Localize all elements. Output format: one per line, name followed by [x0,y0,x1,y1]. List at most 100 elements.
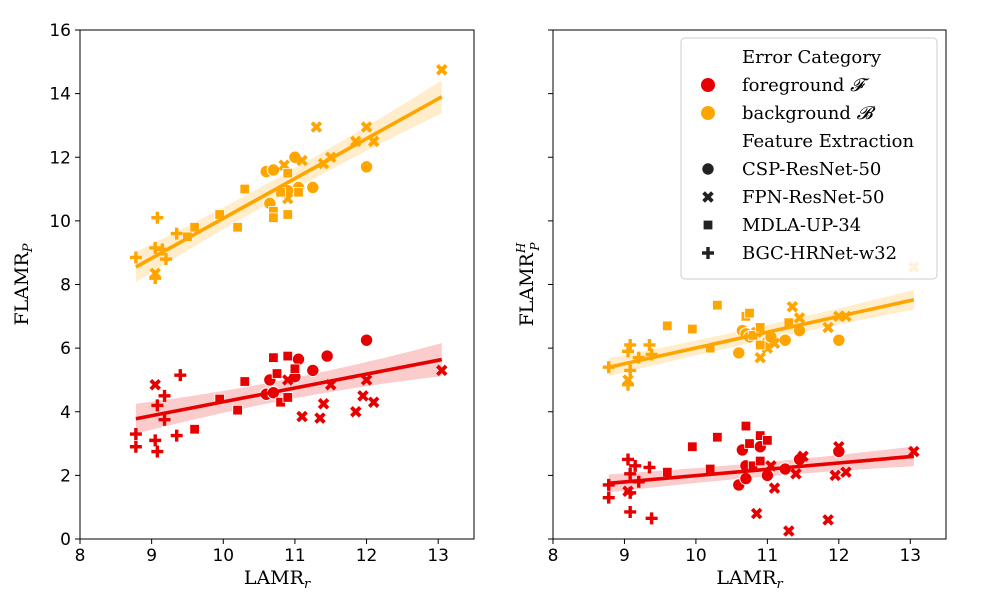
point-background-plus-33 [151,211,164,224]
legend-circle-label: CSP-ResNet-50 [742,159,881,180]
y-axis-label: FLAMRHP [514,242,542,327]
point-foreground-square-27 [282,392,293,403]
point-foreground-plus-36 [629,459,642,472]
y-tick-label-4: 4 [60,403,71,423]
y-tick-label-6: 6 [60,339,71,359]
y-tick-label-2: 2 [60,466,71,486]
point-foreground-square-26 [282,350,293,362]
x-tick-label-11: 11 [757,546,779,566]
legend-square-swatch [702,219,714,231]
point-background-square-26 [755,322,766,333]
point-background-circle-6 [359,160,374,174]
point-foreground-cross-16 [360,374,373,386]
point-background-cross-15 [822,321,834,334]
point-foreground-plus-37 [174,369,187,382]
y-tick-label-12: 12 [49,148,71,168]
point-foreground-cross-11 [314,412,326,424]
point-foreground-plus-33 [151,399,164,412]
regression-line-background [608,298,915,369]
point-foreground-plus-34 [158,389,171,402]
point-background-square-20 [662,320,673,332]
legend-box [680,37,938,280]
point-foreground-square-28 [762,435,773,446]
point-background-square-21 [687,323,698,335]
point-background-cross-11 [310,121,323,133]
x-tick-label-11: 11 [284,546,306,566]
point-foreground-square-22 [712,431,723,443]
legend-foreground-swatch [701,78,715,92]
point-foreground-cross-19 [908,445,920,458]
point-foreground-circle-6 [359,333,374,347]
point-foreground-square-19 [189,424,200,435]
x-tick-label-9: 9 [619,546,630,566]
point-foreground-cross-18 [436,364,448,377]
y-axis-label: FLAMRP [11,243,36,325]
points-background [602,261,920,391]
points-foreground [129,333,448,458]
regression-line-background [135,95,443,269]
point-foreground-plus-38 [643,461,656,474]
point-background-cross-10 [296,154,308,167]
y-tick-label-10: 10 [49,212,71,232]
point-foreground-plus-35 [624,486,637,499]
x-tick-label-10: 10 [212,546,234,566]
point-background-square-25 [268,212,279,223]
point-foreground-plus-40 [624,467,637,480]
x-tick-label-9: 9 [146,546,157,566]
point-foreground-cross-12 [783,525,795,537]
point-foreground-cross-10 [750,507,763,520]
point-foreground-plus-33 [622,453,635,466]
point-foreground-square-23 [740,420,752,432]
point-foreground-cross-14 [350,406,362,418]
point-foreground-cross-12 [317,398,330,410]
y-tick-label-8: 8 [60,276,71,296]
legend-background-label: background 𝓑 [742,103,876,124]
point-foreground-square-21 [232,404,243,416]
point-foreground-plus-31 [149,434,162,447]
point-foreground-plus-30 [129,440,142,453]
point-foreground-cross-14 [797,450,809,463]
point-background-plus-36 [643,338,656,351]
point-background-square-27 [755,339,766,351]
point-foreground-cross-10 [296,410,308,423]
point-background-cross-13 [786,301,799,313]
point-background-plus-36 [170,227,183,240]
point-background-square-22 [232,222,243,233]
point-foreground-plus-32 [151,445,164,458]
legend-background-swatch [701,106,715,120]
point-background-circle-2 [266,163,281,177]
point-background-square-23 [239,183,250,195]
point-foreground-square-21 [687,441,698,452]
point-background-square-24 [744,307,755,319]
legend-cross-swatch [702,191,714,203]
point-background-cross-16 [367,135,380,148]
point-foreground-cross-9 [282,374,294,386]
point-background-circle-0 [732,346,746,360]
point-foreground-plus-31 [602,491,615,504]
point-foreground-circle-4 [306,363,320,378]
point-background-cross-17 [436,64,448,76]
point-foreground-square-30 [662,466,673,478]
x-axis-label: LAMRr [716,567,783,592]
x-tick-label-12: 12 [356,546,378,566]
point-foreground-cross-16 [829,469,841,482]
legend: Error Category foreground 𝓕 background 𝓑 Fe… [680,37,938,280]
y-tick-label-16: 16 [49,21,71,41]
point-foreground-cross-15 [822,514,834,526]
point-foreground-square-24 [744,438,755,449]
point-foreground-cross-17 [367,396,380,408]
point-background-plus-33 [624,338,637,351]
legend-plus-label: BGC-HRNet-w32 [742,243,897,264]
point-background-cross-11 [754,351,766,364]
point-foreground-cross-11 [768,482,781,494]
points-foreground [602,420,920,537]
x-tick-label-12: 12 [828,546,850,566]
point-foreground-cross-18 [840,466,852,478]
point-background-square-22 [712,299,723,311]
point-foreground-cross-17 [833,441,845,453]
point-foreground-plus-35 [158,413,171,426]
point-foreground-circle-3 [291,352,306,366]
point-foreground-circle-5 [320,349,334,363]
x-tick-label-13: 13 [427,546,449,566]
